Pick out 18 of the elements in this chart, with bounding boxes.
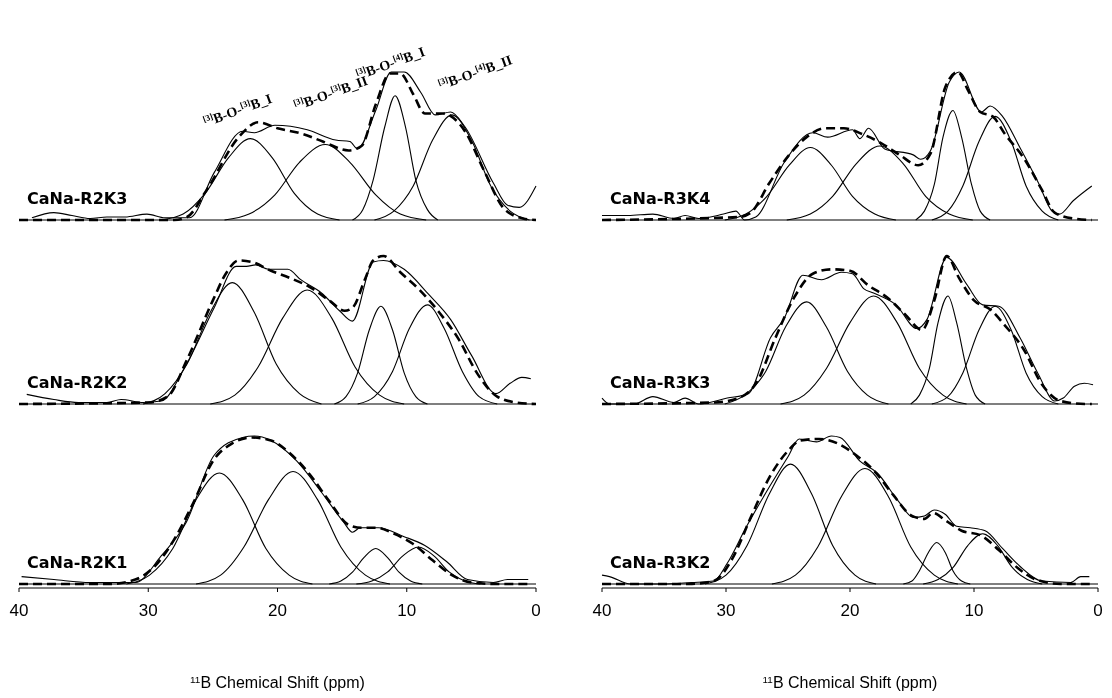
text: CaNa-R3K3 [610,373,711,392]
x-tick-label: 20 [268,601,287,620]
text: CaNa-R3K4 [610,189,711,208]
text: CaNa-R3K2 [610,553,711,572]
x-tick-label: 40 [9,601,29,620]
text: CaNa-R2K1 [27,553,128,572]
x-tick-label: 30 [716,601,736,620]
x-tick-label: 10 [397,601,417,620]
text: CaNa-R2K2 [27,373,128,392]
x-tick-label: 0 [1093,601,1103,620]
x-tick-label: 10 [964,601,984,620]
text: CaNa-R2K3 [27,189,128,208]
x-axis-title: $^{11}$B Chemical Shift (ppm) [762,673,938,691]
x-tick-label: 0 [531,601,541,620]
x-tick-label: 20 [840,601,860,620]
x-tick-label: 30 [138,601,158,620]
x-axis-title: $^{11}$B Chemical Shift (ppm) [190,673,365,691]
x-tick-label: 40 [592,601,612,620]
